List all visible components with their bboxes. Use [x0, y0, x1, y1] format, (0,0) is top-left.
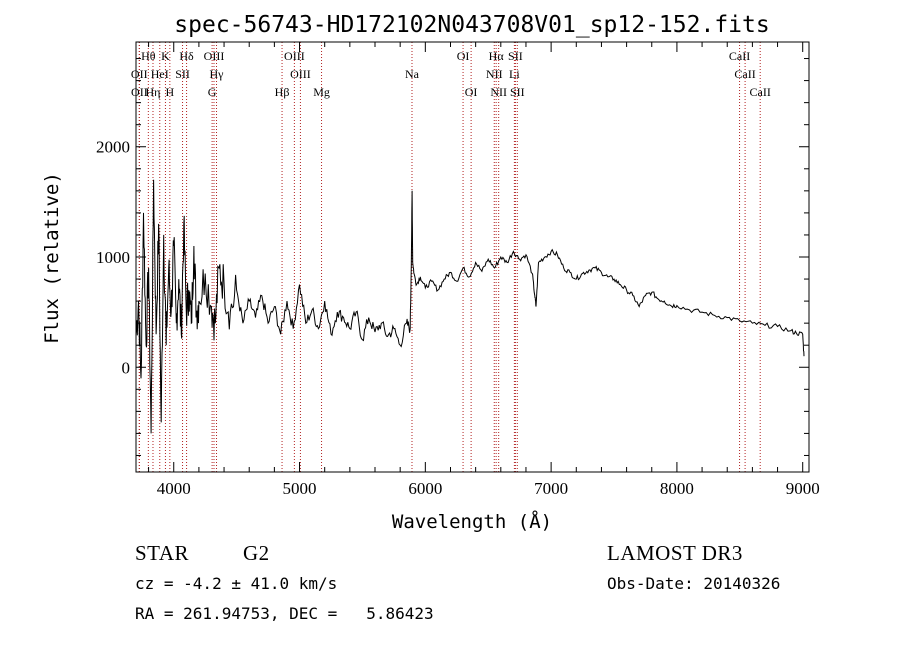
line-label: SII [508, 49, 523, 63]
line-label: Hα [489, 49, 505, 63]
x-axis-ticks: 4000 5000 6000 7000 8000 9000 [148, 42, 820, 498]
line-label: OIII [290, 67, 311, 81]
y-axis-label: Flux (relative) [41, 172, 63, 344]
line-label: SII [175, 67, 190, 81]
x-tick-label: 5000 [283, 479, 317, 498]
line-label: Na [405, 67, 420, 81]
line-label: SII [510, 85, 525, 99]
line-label: HeI [151, 67, 169, 81]
line-label: OII [131, 85, 148, 99]
observation-date: Obs-Date: 20140326 [607, 574, 781, 593]
line-markers [138, 42, 761, 472]
chart-title: spec-56743-HD172102N043708V01_sp12-152.f… [174, 12, 769, 38]
x-tick-label: 6000 [408, 479, 442, 498]
y-tick-label: 2000 [96, 138, 130, 157]
line-label: CaII [729, 49, 750, 63]
line-label: Hθ [141, 49, 156, 63]
line-label: K [161, 49, 170, 63]
line-label: OII [131, 67, 148, 81]
line-label: Hγ [210, 67, 225, 81]
line-label: Li [509, 67, 520, 81]
line-label: CaII [750, 85, 771, 99]
line-label: Mg [313, 85, 330, 99]
line-label: OI [465, 85, 478, 99]
y-axis-ticks: 0 1000 2000 [96, 58, 809, 456]
line-label: NII [486, 67, 503, 81]
x-axis-label: Wavelength (Å) [392, 510, 552, 533]
survey-name: LAMOST DR3 [607, 541, 743, 565]
spectrum-line [135, 179, 805, 434]
x-tick-label: 8000 [660, 479, 694, 498]
line-label: OIII [284, 49, 305, 63]
object-class: STAR [135, 541, 189, 565]
line-label: G [208, 85, 217, 99]
plot-frame [135, 41, 810, 473]
line-label: OIII [204, 49, 225, 63]
y-tick-label: 0 [122, 358, 131, 377]
ra-dec: RA = 261.94753, DEC = 5.86423 [135, 604, 434, 623]
line-label: H [166, 85, 175, 99]
x-tick-label: 7000 [534, 479, 568, 498]
x-tick-label: 4000 [157, 479, 191, 498]
line-label: Hδ [179, 49, 194, 63]
line-label: CaII [734, 67, 755, 81]
line-label: OI [457, 49, 470, 63]
x-tick-label: 9000 [786, 479, 820, 498]
object-subclass: G2 [243, 541, 270, 565]
line-label: NII [490, 85, 507, 99]
redshift-cz: cz = -4.2 ± 41.0 km/s [135, 574, 338, 593]
line-label: Hβ [275, 85, 290, 99]
y-tick-label: 1000 [96, 248, 130, 267]
line-label: Hη [146, 85, 161, 99]
